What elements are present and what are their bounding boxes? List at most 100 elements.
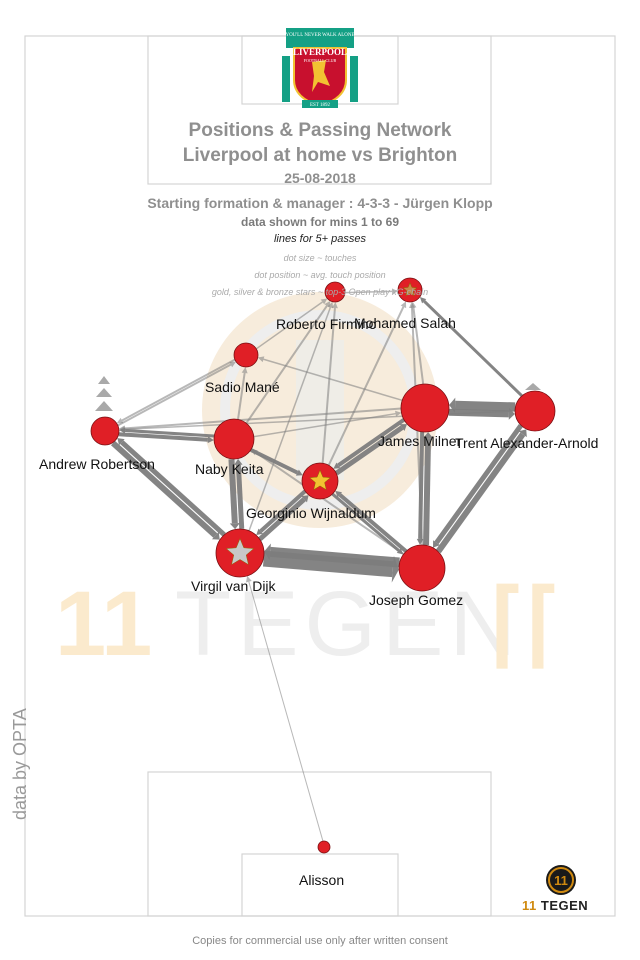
pass-edge-taa-gomez [434,424,523,545]
arrowhead-icon [408,301,415,309]
legend-dot-position: dot position ~ avg. touch position [254,270,386,280]
title-line-1: Positions & Passing Network [188,120,452,141]
legend-dot-size: dot size ~ touches [283,253,357,263]
pass-edges [110,288,527,842]
pass-edge-firmino-salah [345,290,393,294]
pass-edge-taa-salah [423,300,523,397]
player-node-milner [400,383,450,433]
arrowhead-icon [391,288,399,295]
star-icon [402,282,418,297]
pass-edge-milner-wijnaldum [337,418,406,467]
arrowhead-icon [245,575,252,583]
arrowhead-icon [234,458,243,466]
triangle-icon [96,388,112,397]
arrowhead-icon [295,469,303,476]
player-node-mane [233,342,259,368]
pass-edge-taa-robertson [124,410,516,430]
player-node-firmino [324,281,346,303]
lines-note: lines for 5+ passes [273,233,367,245]
crest-liverbird [312,60,330,92]
pass-edge-wijnaldum-salah [327,306,405,466]
player-label-firmino: Roberto Firmino [276,316,377,332]
minutes-text: data shown for mins 1 to 69 [240,215,400,229]
arrowhead-icon [117,438,125,446]
player-label-alisson: Alisson [299,872,345,888]
pass-edge-taa-milner [454,400,516,412]
match-date: 25-08-2018 [284,170,356,186]
pass-edge-vvd-robertson [120,440,226,537]
watermark-text: TEGEN [175,573,522,675]
pass-edge-wijnaldum-vvd [259,489,307,533]
title-line-2: Liverpool at home vs Brighton [182,145,458,166]
player-node-robertson [90,416,120,446]
pass-edge-milner-salah [412,307,425,385]
arrowhead-icon [333,462,341,469]
crest-flame-right [350,56,358,102]
pass-edge-mane-firmino [255,301,323,350]
brand-text: TEGEN [540,898,589,913]
player-node-gomez [398,544,446,592]
pass-edge-vvd-wijnaldum [258,497,306,542]
arrowhead-icon [241,367,248,374]
crest-ribbon [302,100,338,108]
brand-logo-circle [546,865,576,895]
pass-edge-keita-robertson [124,428,215,438]
pass-edge-keita-mane [237,372,246,420]
triangle-markers [95,376,541,411]
triangle-icon [98,376,110,384]
player-label-keita: Naby Keita [195,461,264,477]
arrowhead-icon [257,356,265,363]
arrowhead-icon [518,429,527,438]
player-node-taa [514,390,556,432]
pass-edge-alisson-vvd [248,581,324,842]
arrowhead-icon [251,449,258,456]
pass-edge-robertson-mane [117,363,232,427]
formation-text: Starting formation & manager : 4-3-3 - J… [147,195,493,211]
player-label-salah: Mohamed Salah [354,315,456,331]
arrowhead-icon [400,301,407,309]
arrowhead-icon [116,417,124,424]
player-label-milner: James Milner [378,433,462,449]
pass-edge-gomez-keita [255,451,405,555]
arrowhead-icon [335,490,342,498]
arrowhead-icon [395,410,402,417]
watermark: 11 TEGEN ⌈⌈ [55,292,562,675]
watermark-number-right: ⌈⌈ [490,573,562,675]
player-label-mane: Sadio Mané [205,379,280,395]
pass-edge-mane-robertson [121,358,236,422]
arrowhead-icon [118,426,126,433]
arrowhead-icon [422,432,434,439]
triangle-icon [525,383,541,390]
player-nodes [90,277,556,854]
brand-logo-ring [548,867,574,893]
arrowhead-icon [207,436,214,444]
star-icon [309,469,331,491]
bottom-goal-area [241,853,399,917]
arrowhead-icon [211,531,220,540]
arrowhead-icon [433,540,440,548]
arrowhead-icon [256,528,263,536]
brand-number: 11 [522,898,537,913]
player-label-wijnaldum: Georginio Wijnaldum [246,505,376,521]
arrowhead-icon [301,495,309,503]
pass-edge-vvd-gomez [262,550,394,578]
arrowhead-icon [229,522,240,530]
pass-edge-keita-vvd [228,459,238,524]
arrowhead-icon [327,301,334,309]
crest-subname: FOOTBALL CLUB [304,58,337,63]
pass-edge-gomez-vvd [269,546,400,568]
triangle-icon [95,401,113,411]
player-label-robertson: Andrew Robertson [39,456,155,472]
crest-name: LIVERPOOL [293,47,347,57]
star-icon [225,537,255,566]
pass-edge-wijnaldum-firmino [321,307,336,464]
player-node-keita [213,418,255,460]
data-credit: data by OPTA [10,708,30,820]
footer-consent: Copies for commercial use only after wri… [192,935,448,947]
brand-logo: 11 [546,865,576,895]
arrowhead-icon [419,297,427,304]
watermark-number: 11 [55,573,152,675]
crest-est: EST 1892 [310,103,331,108]
arrowhead-icon [399,424,408,432]
